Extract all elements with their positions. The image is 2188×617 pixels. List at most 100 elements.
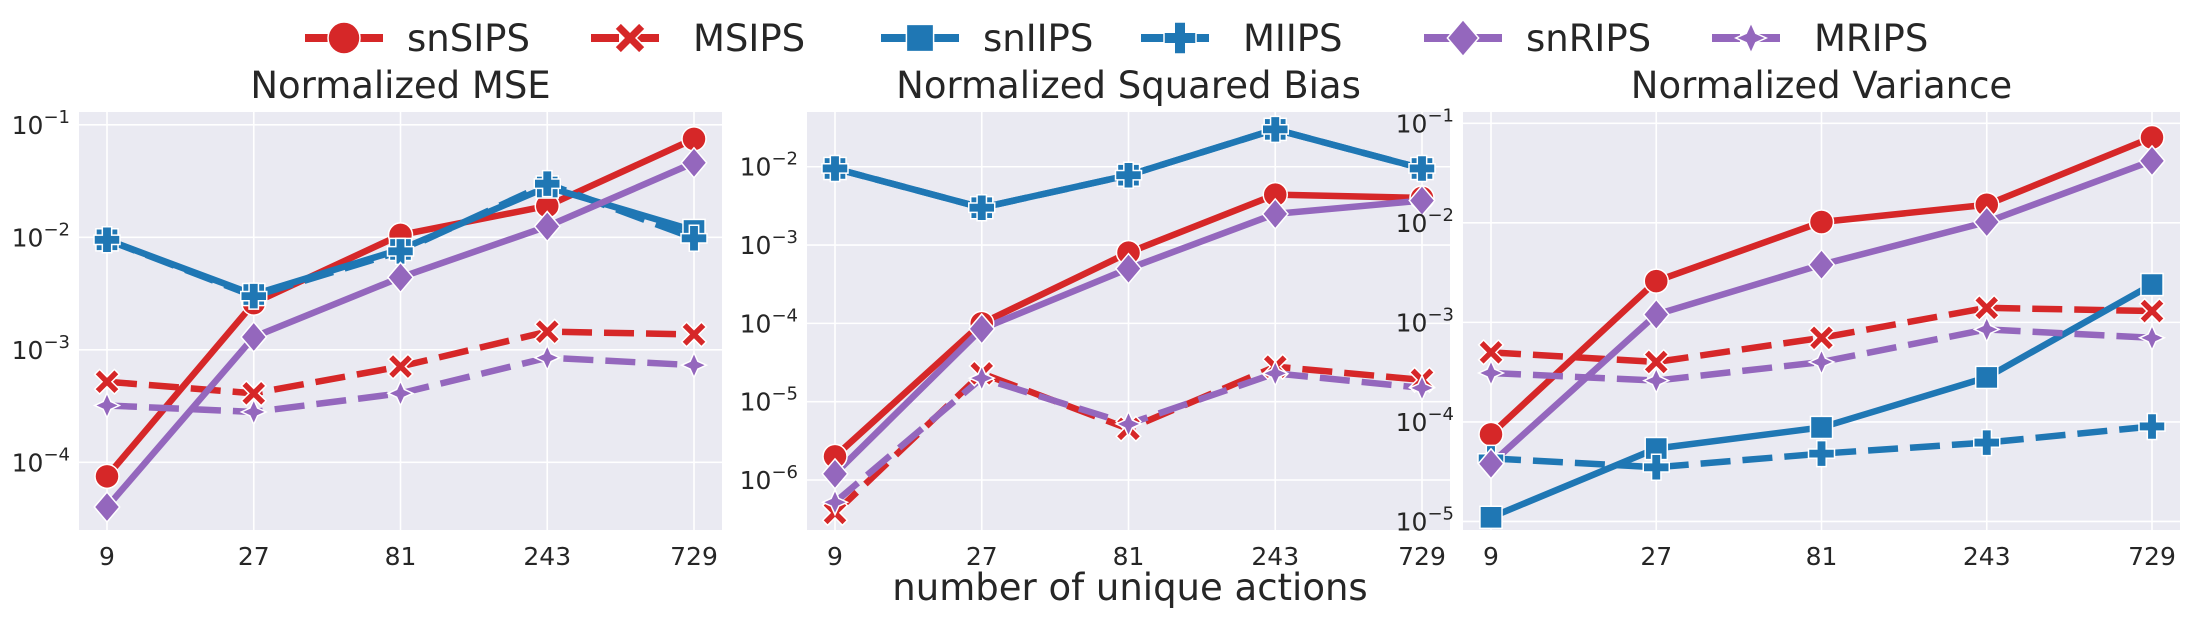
x-tick-label: 9 xyxy=(1483,542,1499,571)
data-point xyxy=(1114,161,1143,189)
data-point xyxy=(1114,409,1143,439)
diamond-marker-icon xyxy=(1446,18,1480,58)
markers-mrips xyxy=(1476,315,2167,395)
y-tick-label: 10−1 xyxy=(1396,105,1454,138)
data-point xyxy=(1973,205,2001,239)
data-point xyxy=(1477,338,1505,366)
chart-panel-normalized-variance: Normalized Variance 9 27 81 243 729 10−5 10−4 10… xyxy=(1396,64,2180,571)
data-point xyxy=(968,193,996,222)
x-tick-label: 729 xyxy=(1398,542,1446,571)
series-line xyxy=(1490,304,2153,366)
x-marker-icon xyxy=(613,21,647,55)
markers-msips xyxy=(1477,294,2166,376)
data-point xyxy=(94,463,120,490)
markers-mrips xyxy=(92,343,709,427)
legend-label: MSIPS xyxy=(693,17,805,60)
data-point xyxy=(679,351,709,380)
chart-panel-normalized-squared-bias: Normalized Squared Bias 9 27 81 243 729 10−6 10… xyxy=(740,64,1450,571)
star-marker-icon xyxy=(1733,20,1769,56)
data-point xyxy=(1807,248,1836,281)
x-tick-label: 27 xyxy=(966,542,998,571)
legend-item-snsips: snSIPS xyxy=(305,17,530,60)
y-tick-label: 10−2 xyxy=(12,219,70,252)
data-point xyxy=(240,320,268,354)
data-point xyxy=(967,363,996,393)
data-point xyxy=(533,210,561,243)
y-tick-label: 10−1 xyxy=(12,107,70,140)
y-tick-label: 10−4 xyxy=(12,444,70,477)
markers-sniips xyxy=(1479,272,2164,530)
data-point xyxy=(386,261,415,294)
y-tick-label: 10−5 xyxy=(1396,503,1454,536)
markers-snsips xyxy=(1478,124,2165,448)
chart-panel-normalized-mse: Normalized MSE 9 27 81 243 729 10−4 10−3 10−2 10−… xyxy=(12,64,722,571)
legend-item-sniips: snIIPS xyxy=(881,17,1093,60)
data-point xyxy=(1809,415,1834,440)
data-point xyxy=(1807,439,1836,468)
data-point xyxy=(820,488,850,517)
data-point xyxy=(533,343,562,372)
legend-item-snrips: snRIPS xyxy=(1424,17,1651,60)
data-point xyxy=(968,312,996,346)
legend-item-mrips: MRIPS xyxy=(1712,17,1928,60)
data-point xyxy=(1408,154,1436,183)
legend-label: snSIPS xyxy=(407,17,530,60)
data-point xyxy=(1642,366,1671,395)
data-point xyxy=(533,169,561,198)
legend-label: MRIPS xyxy=(1814,17,1928,60)
x-axis-label: number of unique actions xyxy=(892,566,1367,609)
series-msips xyxy=(1490,304,2153,366)
x-tick-label: 27 xyxy=(238,542,270,571)
data-point xyxy=(680,321,708,348)
markers-miips xyxy=(93,169,708,310)
x-tick-label: 81 xyxy=(385,542,417,571)
data-point xyxy=(1407,373,1437,403)
x-tick-label: 81 xyxy=(1113,542,1145,571)
markers-snrips xyxy=(821,184,1436,490)
y-tick-label: 10−4 xyxy=(740,305,798,338)
panel-title: Normalized Squared Bias xyxy=(896,64,1361,107)
legend: snSIPS MSIPS snIIPS MIIPS snRIPS MRIPS xyxy=(305,17,1928,60)
data-point xyxy=(2138,412,2166,441)
data-point xyxy=(1642,453,1670,482)
panel-title: Normalized MSE xyxy=(250,64,550,107)
markers-snrips xyxy=(93,146,708,524)
series-line xyxy=(1490,326,2153,384)
data-point xyxy=(1973,428,2001,457)
chart-panels: Normalized MSE 9 27 81 243 729 10−4 10−3 10−2 10−… xyxy=(12,64,2180,571)
x-tick-label: 27 xyxy=(1640,542,1672,571)
data-point xyxy=(1974,365,1999,390)
x-tick-label: 243 xyxy=(1251,542,1299,571)
x-tick-label: 729 xyxy=(670,542,718,571)
data-point xyxy=(1972,315,2001,344)
panel-title: Normalized Variance xyxy=(1631,64,2012,107)
y-tick-label: 10−3 xyxy=(1396,304,1454,337)
square-marker-icon xyxy=(905,23,935,53)
data-point xyxy=(93,368,121,396)
data-point xyxy=(1408,184,1436,217)
data-point xyxy=(240,282,268,310)
y-tick-label: 10−2 xyxy=(1396,205,1454,238)
data-point xyxy=(1643,268,1669,294)
x-tick-label: 243 xyxy=(523,542,571,571)
y-tick-label: 10−6 xyxy=(740,462,798,495)
x-tick-label: 9 xyxy=(827,542,843,571)
data-point xyxy=(1261,359,1290,388)
data-point xyxy=(2137,323,2167,352)
series-group xyxy=(1476,124,2167,530)
data-point xyxy=(1114,252,1143,285)
series-group xyxy=(92,126,709,524)
y-tick-label: 10−3 xyxy=(12,332,70,365)
data-point xyxy=(1478,421,1504,448)
data-point xyxy=(821,154,849,183)
series-mrips xyxy=(1490,326,2153,384)
x-tick-label: 729 xyxy=(2128,542,2176,571)
data-point xyxy=(533,318,561,346)
markers-snrips xyxy=(1477,144,2166,480)
circle-marker-icon xyxy=(327,21,361,55)
grid xyxy=(1463,112,2180,530)
data-point xyxy=(2138,297,2166,325)
data-point xyxy=(1476,358,1506,388)
series-miips xyxy=(1490,423,2153,471)
